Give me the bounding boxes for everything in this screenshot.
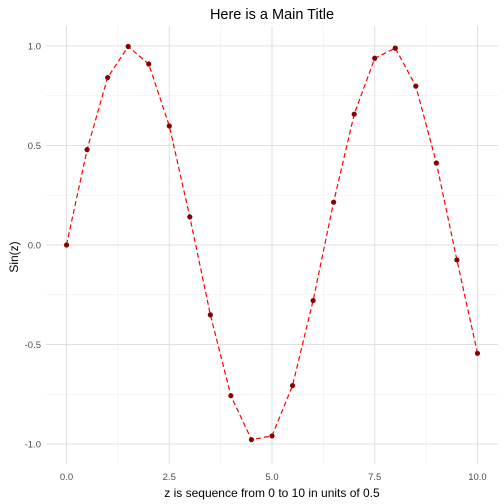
y-tick-label: 0.5 — [28, 141, 41, 152]
data-point — [331, 199, 337, 205]
x-axis-ticks: 0.0 2.5 5.0 7.5 10.0 — [60, 472, 487, 483]
x-tick-label: 2.5 — [163, 472, 176, 483]
x-tick-label: 5.0 — [265, 472, 278, 483]
data-point — [166, 123, 172, 129]
data-point — [105, 74, 111, 81]
y-tick-label: -0.5 — [25, 340, 41, 351]
data-point — [372, 55, 378, 61]
data-point — [269, 433, 275, 439]
data-point — [207, 312, 213, 318]
chart-title: Here is a Main Title — [210, 7, 334, 23]
data-point — [392, 45, 398, 51]
x-tick-label: 0.0 — [60, 472, 73, 483]
data-point — [228, 393, 234, 399]
data-point — [351, 111, 357, 117]
y-tick-label: -1.0 — [25, 440, 41, 451]
data-point — [310, 297, 316, 304]
grid — [46, 26, 498, 464]
data-point — [63, 242, 70, 248]
data-point — [187, 214, 193, 220]
data-point — [146, 61, 152, 67]
data-point — [433, 160, 439, 166]
y-tick-label: 0.0 — [28, 241, 41, 252]
y-axis-title: Sin(z) — [7, 241, 21, 272]
data-point — [125, 43, 131, 50]
x-tick-label: 7.5 — [368, 472, 381, 483]
y-axis-ticks: -1.0 -0.5 0.0 0.5 1.0 — [25, 41, 41, 450]
y-tick-label: 1.0 — [28, 41, 41, 52]
data-point — [413, 83, 419, 89]
data-point — [289, 382, 296, 389]
data-point — [84, 147, 90, 153]
data-series — [63, 43, 481, 443]
data-point — [454, 257, 460, 263]
data-point — [474, 350, 481, 356]
data-point — [248, 437, 255, 443]
x-axis-title: z is sequence from 0 to 10 in units of 0… — [164, 486, 380, 500]
x-tick-label: 10.0 — [468, 472, 487, 483]
